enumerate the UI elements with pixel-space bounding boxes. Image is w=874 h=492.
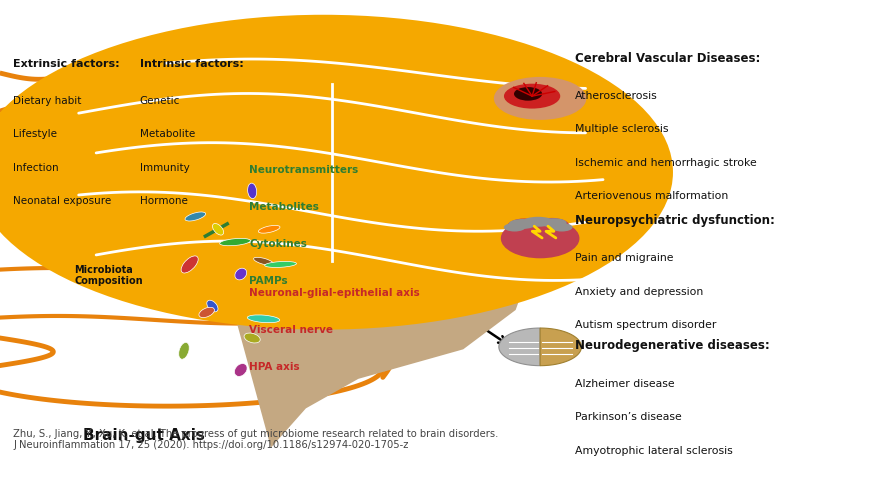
Ellipse shape <box>411 89 621 177</box>
Ellipse shape <box>534 218 570 235</box>
Polygon shape <box>157 89 551 448</box>
Ellipse shape <box>96 93 271 172</box>
Ellipse shape <box>212 223 224 235</box>
Text: Cerebral Vascular Diseases:: Cerebral Vascular Diseases: <box>575 52 760 64</box>
Text: Amyotrophic lateral sclerosis: Amyotrophic lateral sclerosis <box>575 446 732 456</box>
Polygon shape <box>540 328 581 366</box>
Text: Zhu, S., Jiang, Y., Xu, K. et al. The progress of gut microbiome research relate: Zhu, S., Jiang, Y., Xu, K. et al. The pr… <box>13 429 498 450</box>
Text: PAMPs: PAMPs <box>249 276 288 285</box>
Text: Pain and migraine: Pain and migraine <box>575 253 674 263</box>
Text: Neurotransmitters: Neurotransmitters <box>249 165 358 175</box>
Ellipse shape <box>44 138 253 226</box>
Ellipse shape <box>501 218 579 258</box>
Text: Anxiety and depression: Anxiety and depression <box>575 287 704 297</box>
Ellipse shape <box>323 30 533 118</box>
Text: Alzheimer disease: Alzheimer disease <box>575 379 675 389</box>
Ellipse shape <box>207 300 218 312</box>
Text: Neuropsychiatric dysfunction:: Neuropsychiatric dysfunction: <box>575 214 775 227</box>
Text: Arteriovenous malformation: Arteriovenous malformation <box>575 191 728 201</box>
Text: Brain-gut Axis: Brain-gut Axis <box>83 428 205 443</box>
Text: Metabolites: Metabolites <box>249 202 319 212</box>
Ellipse shape <box>178 342 190 359</box>
Text: Hormone: Hormone <box>140 196 188 206</box>
Text: Neuronal-glial-epithelial axis: Neuronal-glial-epithelial axis <box>249 288 420 298</box>
Text: Genetic: Genetic <box>140 96 180 106</box>
Text: Ischemic and hemorrhagic stroke: Ischemic and hemorrhagic stroke <box>575 158 757 168</box>
Ellipse shape <box>428 153 638 241</box>
Ellipse shape <box>523 217 554 227</box>
Text: Parkinson’s disease: Parkinson’s disease <box>575 412 682 422</box>
Text: HPA axis: HPA axis <box>249 362 300 371</box>
Ellipse shape <box>0 15 673 330</box>
Ellipse shape <box>235 268 246 280</box>
Text: Visceral nerve: Visceral nerve <box>249 325 333 335</box>
Text: Atherosclerosis: Atherosclerosis <box>575 91 658 101</box>
Ellipse shape <box>503 223 525 232</box>
Ellipse shape <box>219 239 251 246</box>
Ellipse shape <box>199 308 214 317</box>
Ellipse shape <box>247 183 257 199</box>
Ellipse shape <box>541 218 566 227</box>
Ellipse shape <box>244 333 260 343</box>
Text: Neonatal exposure: Neonatal exposure <box>13 196 111 206</box>
Text: Immunity: Immunity <box>140 163 190 173</box>
Ellipse shape <box>149 34 393 133</box>
Ellipse shape <box>509 219 536 229</box>
Text: Neurodegenerative diseases:: Neurodegenerative diseases: <box>575 339 770 352</box>
Ellipse shape <box>500 85 540 103</box>
Ellipse shape <box>504 84 560 109</box>
Text: Dietary habit: Dietary habit <box>13 96 81 106</box>
Text: Infection: Infection <box>13 163 59 173</box>
Ellipse shape <box>494 77 586 120</box>
Text: Metabolite: Metabolite <box>140 129 195 139</box>
Text: Extrinsic factors:: Extrinsic factors: <box>13 59 120 69</box>
Ellipse shape <box>253 257 274 265</box>
Text: Lifestyle: Lifestyle <box>13 129 57 139</box>
Ellipse shape <box>265 261 296 268</box>
Text: Multiple sclerosis: Multiple sclerosis <box>575 124 669 134</box>
Ellipse shape <box>551 223 572 232</box>
Text: Intrinsic factors:: Intrinsic factors: <box>140 59 244 69</box>
Text: Cytokines: Cytokines <box>249 239 307 248</box>
Ellipse shape <box>507 218 542 236</box>
Ellipse shape <box>259 225 280 233</box>
Ellipse shape <box>185 212 205 221</box>
Polygon shape <box>499 328 540 366</box>
Text: Autism spectrum disorder: Autism spectrum disorder <box>575 320 717 330</box>
Ellipse shape <box>247 315 280 323</box>
Ellipse shape <box>181 256 198 273</box>
Text: Microbiota
Composition: Microbiota Composition <box>74 265 143 286</box>
Ellipse shape <box>514 87 542 101</box>
Ellipse shape <box>234 364 247 376</box>
